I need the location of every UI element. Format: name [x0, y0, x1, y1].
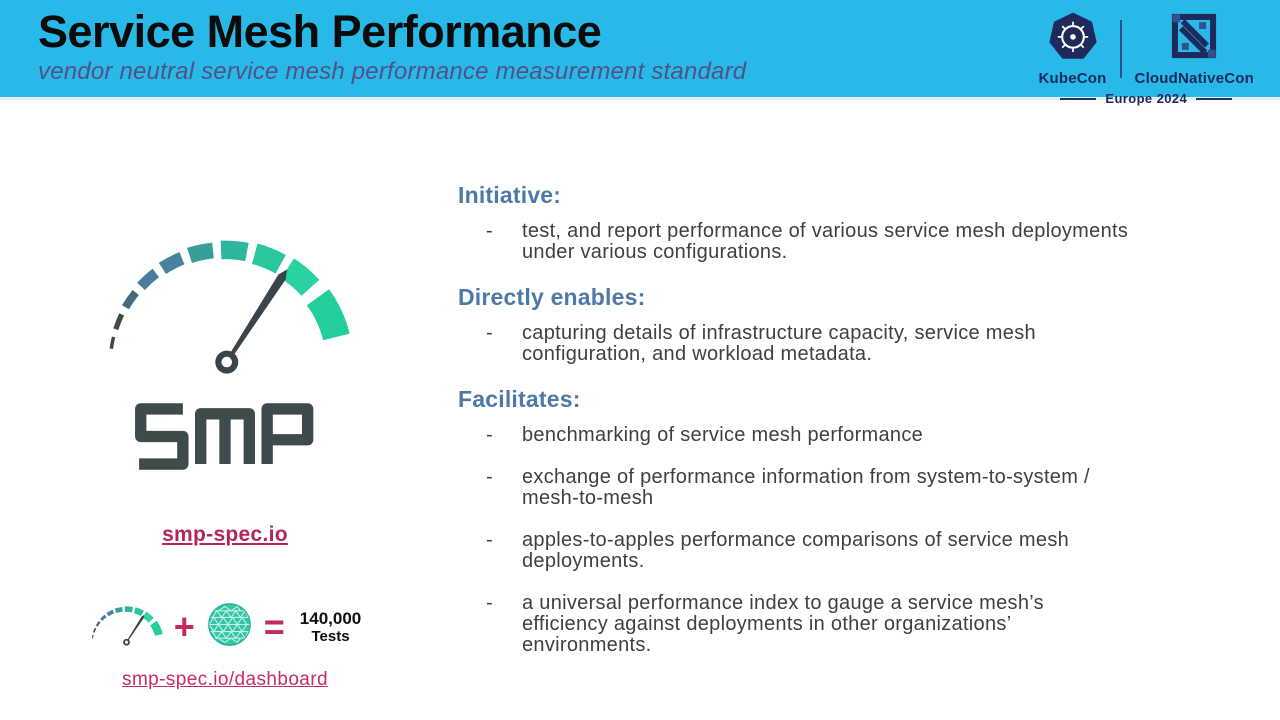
bullet-text: capturing details of infrastructure capa…	[522, 322, 1036, 365]
kubecon-logo: KubeCon	[1038, 10, 1106, 87]
list-item: - test, and report performance of variou…	[458, 221, 1220, 263]
section-facilitates: Facilitates: - benchmarking of service m…	[458, 386, 1220, 656]
edition-rule-left	[1060, 97, 1097, 100]
dashboard-link[interactable]: smp-spec.io/dashboard	[122, 669, 328, 690]
bullet-text: exchange of performance information from…	[522, 466, 1090, 509]
bullet-text: apples-to-apples performance comparisons…	[522, 529, 1070, 572]
bullet-marker: -	[486, 322, 493, 344]
bullet-marker: -	[486, 592, 493, 614]
bullet-text: benchmarking of service mesh performance	[522, 424, 924, 446]
cloudnativecon-icon	[1168, 10, 1220, 67]
slide-body: smp-spec.io +	[0, 100, 1280, 691]
section-heading: Directly enables:	[458, 284, 646, 310]
logo-divider	[1119, 19, 1122, 78]
cloudnativecon-logo: CloudNativeCon	[1135, 10, 1254, 87]
section-initiative: Initiative: - test, and report performan…	[458, 182, 1220, 263]
slide-header: Service Mesh Performance vendor neutral …	[0, 0, 1280, 106]
edition-rule-right	[1196, 97, 1233, 100]
bullet-marker: -	[486, 466, 493, 488]
page-subtitle: vendor neutral service mesh performance …	[38, 57, 747, 85]
bullet-marker: -	[486, 424, 493, 446]
event-logos: KubeCon CloudNativeCon	[1038, 10, 1254, 106]
list-item: - capturing details of infrastructure ca…	[458, 323, 1220, 365]
list-item: - apples-to-apples performance compariso…	[458, 530, 1220, 572]
list-item: - a universal performance index to gauge…	[458, 593, 1220, 656]
smp-panel: smp-spec.io +	[0, 100, 450, 691]
tests-count-unit: Tests	[311, 628, 350, 646]
kubecon-label: KubeCon	[1038, 70, 1107, 87]
bullet-marker: -	[486, 220, 493, 242]
cloudnativecon-label: CloudNativeCon	[1134, 70, 1254, 87]
event-edition: Europe 2024	[1060, 91, 1233, 106]
list-item: - exchange of performance information fr…	[458, 467, 1220, 509]
bullet-text: test, and report performance of various …	[522, 220, 1129, 263]
bullet-marker: -	[486, 529, 493, 551]
section-directly-enables: Directly enables: - capturing details of…	[458, 284, 1220, 365]
header-text-block: Service Mesh Performance vendor neutral …	[38, 6, 747, 86]
speedometer-gauge-icon	[94, 226, 356, 383]
smp-spec-link[interactable]: smp-spec.io	[162, 523, 288, 546]
mini-gauge-icon	[89, 602, 163, 652]
section-heading: Facilitates:	[458, 386, 581, 412]
list-item: - benchmarking of service mesh performan…	[458, 425, 1220, 446]
page-title: Service Mesh Performance	[38, 6, 602, 57]
tests-count-value: 140,000	[299, 608, 362, 628]
mesh-sphere-icon	[206, 601, 253, 653]
content-column: Initiative: - test, and report performan…	[450, 100, 1280, 691]
tests-equation: +	[89, 601, 361, 653]
equals-icon: =	[263, 606, 285, 647]
kubecon-wheel-icon	[1047, 10, 1099, 67]
tests-count: 140,000 Tests	[300, 609, 361, 646]
plus-icon: +	[173, 606, 195, 647]
smp-wordmark	[131, 399, 319, 479]
bullet-text: a universal performance index to gauge a…	[522, 592, 1044, 656]
edition-label: Europe 2024	[1105, 91, 1188, 106]
section-heading: Initiative:	[458, 182, 562, 208]
